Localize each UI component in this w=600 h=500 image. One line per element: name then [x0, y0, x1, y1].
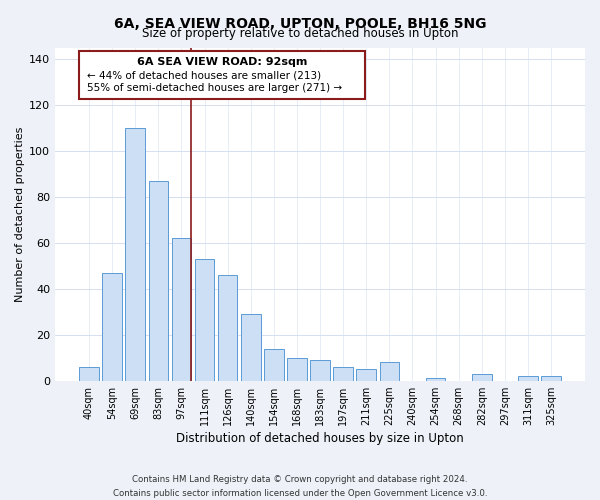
Bar — [241, 314, 260, 380]
Bar — [334, 367, 353, 380]
Text: 6A, SEA VIEW ROAD, UPTON, POOLE, BH16 5NG: 6A, SEA VIEW ROAD, UPTON, POOLE, BH16 5N… — [114, 18, 486, 32]
Bar — [541, 376, 561, 380]
Bar — [310, 360, 330, 380]
Bar — [195, 259, 214, 380]
Bar — [518, 376, 538, 380]
Bar — [380, 362, 399, 380]
Text: 55% of semi-detached houses are larger (271) →: 55% of semi-detached houses are larger (… — [87, 84, 342, 94]
Text: ← 44% of detached houses are smaller (213): ← 44% of detached houses are smaller (21… — [87, 70, 321, 80]
Bar — [103, 272, 122, 380]
Y-axis label: Number of detached properties: Number of detached properties — [15, 126, 25, 302]
Bar — [426, 378, 445, 380]
Bar — [149, 181, 168, 380]
Text: Size of property relative to detached houses in Upton: Size of property relative to detached ho… — [142, 28, 458, 40]
Bar — [287, 358, 307, 380]
FancyBboxPatch shape — [79, 51, 365, 99]
Bar — [125, 128, 145, 380]
Bar — [218, 275, 238, 380]
Bar — [79, 367, 99, 380]
Bar — [264, 348, 284, 380]
Bar — [172, 238, 191, 380]
X-axis label: Distribution of detached houses by size in Upton: Distribution of detached houses by size … — [176, 432, 464, 445]
Bar — [472, 374, 491, 380]
Text: 6A SEA VIEW ROAD: 92sqm: 6A SEA VIEW ROAD: 92sqm — [137, 57, 307, 67]
Bar — [356, 369, 376, 380]
Text: Contains HM Land Registry data © Crown copyright and database right 2024.
Contai: Contains HM Land Registry data © Crown c… — [113, 476, 487, 498]
